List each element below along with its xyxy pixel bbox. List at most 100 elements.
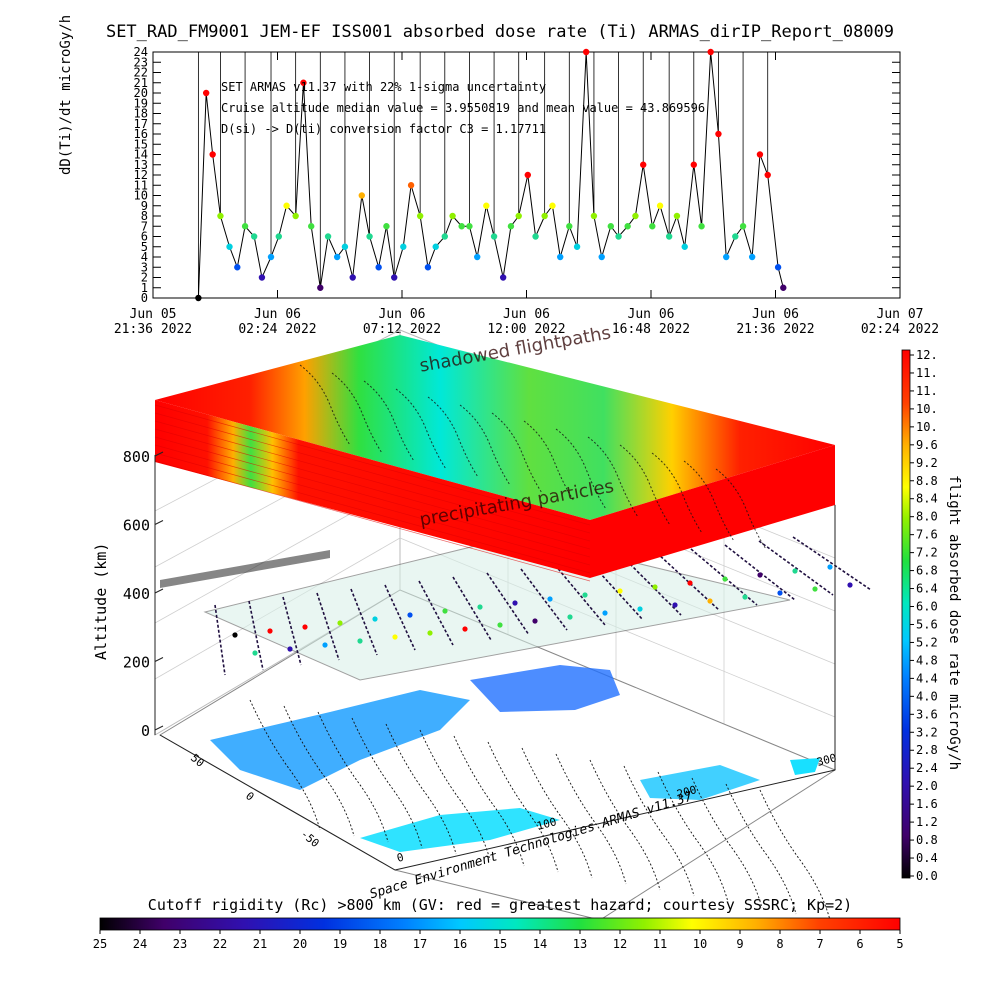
dose-colorbar-tick-label: 12.: [916, 348, 938, 362]
ribbon-point: [512, 600, 518, 606]
dose-colorbar-tick-label: 2.0: [916, 779, 938, 793]
data-point: [466, 223, 473, 230]
data-point: [202, 89, 210, 97]
y-tick-label: 22: [134, 66, 148, 80]
slab-layer-line: [154, 420, 591, 542]
ribbon-track: [588, 560, 644, 621]
y-tick-label: 14: [134, 148, 148, 162]
data-point: [673, 212, 681, 220]
data-point: [432, 243, 439, 250]
data-point: [541, 212, 548, 220]
data-point: [400, 243, 407, 250]
dose-colorbar-tick-label: 7.2: [916, 546, 938, 560]
rigidity-colorbar-tick-label: 8: [776, 937, 783, 951]
rigidity-colorbar-tick-label: 7: [816, 937, 823, 951]
data-point: [349, 274, 356, 281]
y-tick-label: 8: [141, 209, 148, 223]
slab-layer-line: [154, 404, 591, 526]
ribbon-point: [407, 612, 413, 618]
rigidity-colorbar-tick-label: 25: [93, 937, 107, 951]
dose-colorbar-tick-label: 4.8: [916, 653, 938, 667]
data-point: [607, 223, 614, 230]
y-tick-label: 15: [134, 137, 148, 151]
data-point: [241, 223, 249, 230]
data-point: [739, 223, 747, 230]
ground-track: [283, 705, 355, 837]
landmass-south: [360, 808, 560, 852]
x-tick-label-date: Jun 06: [628, 307, 675, 322]
ribbon-point: [567, 614, 573, 620]
rigidity-colorbar-tick-label: 19: [333, 937, 347, 951]
y-tick-label: 9: [141, 199, 148, 213]
y-tick-label: 23: [134, 55, 148, 69]
ribbon-point: [427, 630, 433, 636]
y-tick-label: 7: [141, 219, 148, 233]
data-point: [195, 294, 202, 302]
rigidity-colorbar-ticks: 25 24 23 22 21 20 19 18 17 16 15 14 13 12 11 10 9 8 7 6 5: [93, 930, 904, 951]
ground-track: [623, 765, 695, 897]
data-point: [698, 223, 705, 230]
data-point: [383, 223, 390, 230]
ribbon-track: [554, 564, 606, 626]
data-point: [391, 274, 398, 281]
x-tick-label-date: Jun 06: [503, 307, 550, 322]
slab-side-face: [590, 445, 835, 578]
ribbon-point: [497, 622, 503, 628]
data-point: [234, 264, 241, 271]
data-point: [226, 243, 233, 250]
data-point: [590, 212, 598, 220]
front-bottom-edge: [159, 734, 396, 871]
ribbon-point: [722, 576, 728, 582]
ribbon-track: [248, 600, 264, 671]
dose-colorbar-tick-label: 0.4: [916, 851, 938, 865]
ribbon-point: [337, 620, 343, 626]
rigidity-colorbar-tick-label: 18: [373, 937, 387, 951]
dose-colorbar-tick-label: 8.0: [916, 510, 938, 524]
altitude-tick-label: 200: [123, 654, 150, 672]
y-tick-label: 5: [141, 240, 148, 254]
dose-colorbar-tick-label: 6.4: [916, 582, 938, 596]
ribbon-point: [392, 634, 398, 640]
slab-flightpath: [523, 420, 575, 502]
rigidity-colorbar-tick-label: 17: [413, 937, 427, 951]
y-tick-label: 3: [141, 260, 148, 274]
data-point: [624, 223, 631, 230]
data-point: [582, 48, 590, 56]
rigidity-colorbar-label: Cutoff rigidity (Rc) >800 km (GV: red = …: [147, 896, 853, 914]
y-tick-label: 21: [134, 76, 148, 90]
ribbon-track: [418, 580, 454, 646]
data-point: [732, 233, 739, 240]
data-point: [341, 243, 349, 250]
data-point: [292, 212, 299, 220]
data-point: [499, 274, 507, 281]
dose-colorbar-tick-label: 6.8: [916, 564, 938, 578]
data-point: [250, 233, 258, 240]
slab-flightpath: [555, 428, 607, 510]
rigidity-colorbar-tick-label: 10: [693, 937, 707, 951]
y-tick-label: 20: [134, 86, 148, 100]
ground-track: [657, 771, 729, 903]
data-point: [474, 253, 481, 261]
data-point: [573, 243, 581, 250]
data-point: [449, 212, 456, 220]
rigidity-colorbar-tick-label: 20: [293, 937, 307, 951]
data-point: [690, 161, 697, 168]
data-point: [774, 264, 782, 271]
ribbon-track: [622, 556, 682, 616]
ribbon-point: [232, 632, 238, 638]
ribbon-point: [252, 650, 258, 656]
data-point: [275, 233, 282, 240]
ribbon-track: [520, 568, 568, 631]
data-point: [317, 284, 324, 291]
dose-rate-plot-content: 0123456789101112131415161718192021222324…: [114, 45, 939, 337]
rigidity-colorbar-tick-label: 11: [653, 937, 667, 951]
data-point: [375, 264, 382, 271]
longitude-tick-label: 0: [395, 851, 405, 865]
x-tick-label-date: Jun 07: [877, 307, 924, 322]
dose-colorbar-tick-label: 11.: [916, 384, 938, 398]
ribbon-point: [812, 586, 818, 592]
slab-flightpath: [683, 460, 735, 542]
altitude-tick-label: 0: [141, 722, 150, 740]
